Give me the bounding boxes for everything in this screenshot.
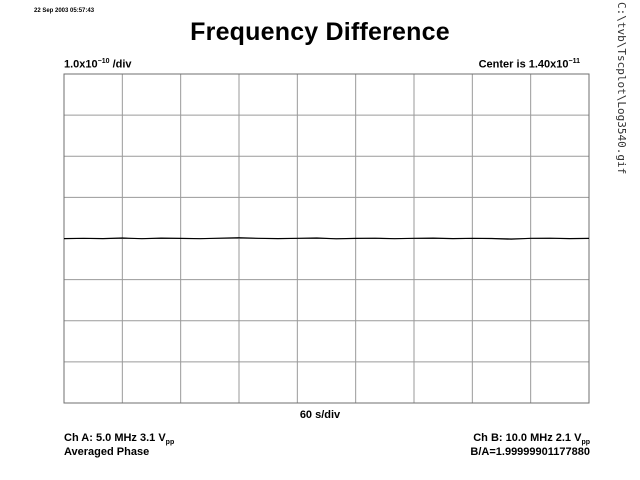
y-scale-exponent: −10: [97, 58, 110, 65]
x-scale-label: 60 s/div: [299, 409, 341, 421]
channel-b-sub: pp: [581, 439, 590, 447]
center-prefix: Center is 1.40x10: [478, 58, 569, 71]
channel-a-mode: Averaged Phase: [64, 446, 150, 458]
center-label: Center is 1.40x10−11: [479, 58, 580, 71]
frequency-difference-trace: [63, 237, 590, 240]
channel-b-label: Ch B: 10.0 MHz 2.1 Vpp: [473, 432, 590, 446]
channel-b-text: Ch B: 10.0 MHz 2.1 V: [473, 432, 582, 444]
timestamp: 22 Sep 2003 05:57:43: [34, 8, 95, 14]
center-exponent: −11: [568, 58, 581, 65]
chart-title: Frequency Difference: [190, 18, 450, 46]
frequency-ratio: B/A=1.99999901177880: [470, 446, 590, 458]
channel-a-text: Ch A: 5.0 MHz 3.1 V: [64, 432, 166, 444]
y-scale-label: 1.0x10−10 /div: [64, 58, 132, 71]
y-scale-suffix: /div: [109, 58, 132, 71]
channel-a-label: Ch A: 5.0 MHz 3.1 Vpp: [64, 432, 174, 446]
channel-a-sub: pp: [165, 439, 175, 447]
y-scale-prefix: 1.0x10: [64, 58, 98, 71]
